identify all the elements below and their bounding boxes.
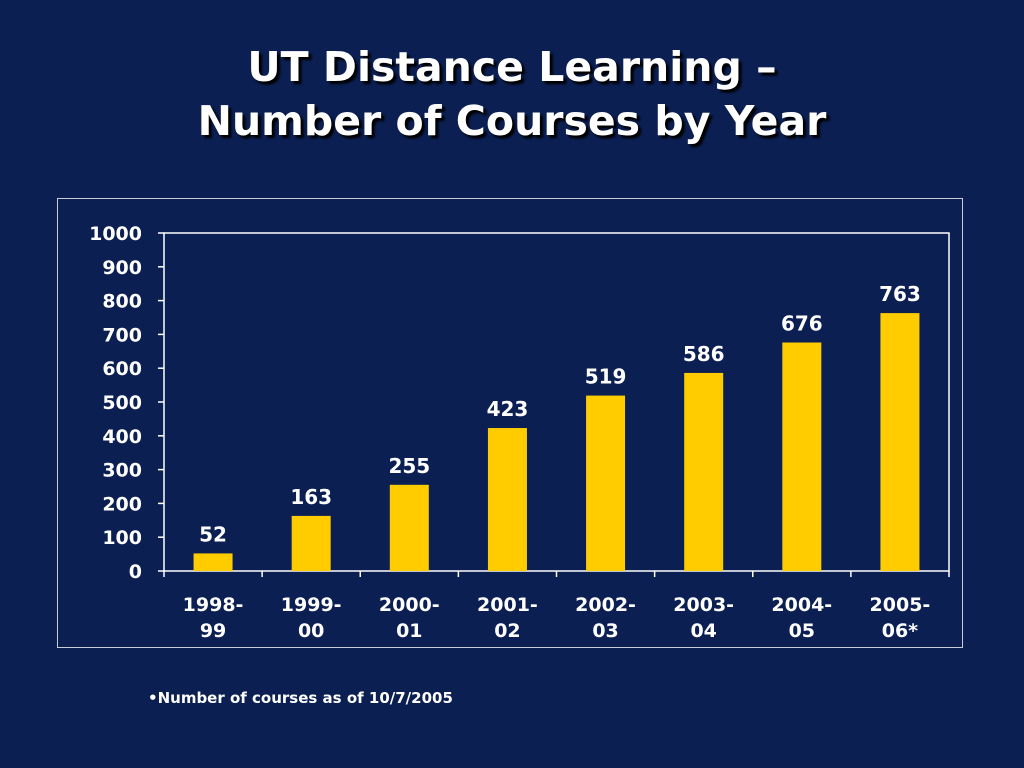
x-tick-label: 03 (592, 620, 618, 642)
plot-area-border (163, 232, 950, 572)
y-tick-label: 600 (102, 358, 142, 380)
slide-title: UT Distance Learning – Number of Courses… (0, 40, 1024, 148)
bar (782, 342, 822, 571)
data-label: 255 (388, 454, 430, 478)
x-tick-label: 02 (494, 620, 520, 642)
y-tick-label: 300 (102, 460, 142, 482)
data-label: 676 (781, 312, 823, 336)
bar (291, 515, 331, 571)
bar (389, 484, 429, 571)
x-tick-label: 99 (200, 620, 226, 642)
data-label: 519 (585, 365, 627, 389)
chart-frame (57, 198, 963, 648)
x-tick-label: 2002- (575, 594, 636, 616)
y-tick-label: 400 (102, 426, 142, 448)
x-tick-label: 2001- (477, 594, 538, 616)
title-line-2: Number of Courses by Year (197, 97, 827, 145)
y-tick-label: 1000 (89, 223, 142, 245)
x-tick-label: 2004- (771, 594, 832, 616)
y-tick-label: 0 (129, 561, 142, 583)
x-tick-label: 00 (298, 620, 324, 642)
x-tick-label: 1999- (281, 594, 342, 616)
x-tick-label: 2000- (379, 594, 440, 616)
x-tick-label: 2003- (673, 594, 734, 616)
data-label: 423 (487, 397, 529, 421)
y-tick-label: 500 (102, 392, 142, 414)
x-tick-label: 2005- (870, 594, 931, 616)
title-line-1: UT Distance Learning – (247, 43, 777, 91)
x-tick-label: 05 (789, 620, 815, 642)
bar (487, 428, 527, 571)
y-tick-label: 100 (102, 527, 142, 549)
data-label: 163 (290, 485, 332, 509)
x-tick-label: 1998- (183, 594, 244, 616)
x-tick-label: 06* (882, 620, 918, 642)
bar (880, 313, 920, 571)
y-tick-label: 200 (102, 493, 142, 515)
footnote: •Number of courses as of 10/7/2005 (148, 689, 453, 707)
data-label: 52 (199, 522, 227, 546)
y-tick-label: 800 (102, 291, 142, 313)
x-tick-label: 04 (690, 620, 716, 642)
bar (586, 395, 626, 571)
y-tick-label: 700 (102, 324, 142, 346)
bar (684, 372, 724, 571)
data-label: 586 (683, 342, 725, 366)
data-label: 763 (879, 282, 921, 306)
bar (193, 553, 233, 571)
y-tick-label: 900 (102, 257, 142, 279)
x-tick-label: 01 (396, 620, 422, 642)
